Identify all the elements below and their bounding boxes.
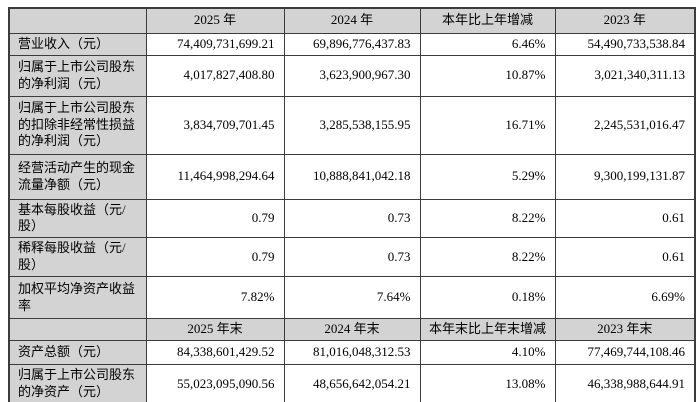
metric-label: 加权平均净资产收益率	[8, 276, 147, 320]
table-row-net-profit-excl-nonrecurring: 归属于上市公司股东的扣除非经常性损益的净利润（元） 3,834,709,701.…	[8, 95, 696, 155]
value-2024: 0.73	[283, 237, 421, 278]
value-2025: 11,464,998,294.64	[145, 153, 285, 200]
value-change: 0.18%	[419, 276, 556, 320]
value-2024: 81,016,048,312.53	[283, 340, 421, 366]
section-current-year: 2025 年 2024 年 本年比上年增减 2023 年 营业收入（元） 74,…	[8, 7, 696, 320]
value-change: 13.08%	[419, 364, 556, 402]
value-2024: 0.73	[283, 198, 421, 239]
value-2025: 55,023,095,090.56	[145, 364, 285, 402]
col-header-2023-end: 2023 年末	[554, 318, 696, 342]
table-row-net-profit: 归属于上市公司股东的净利润（元） 4,017,827,408.80 3,623,…	[8, 54, 696, 97]
value-2023: 9,300,199,131.87	[554, 153, 696, 200]
table-row-net-assets: 归属于上市公司股东的净资产（元） 55,023,095,090.56 48,65…	[8, 364, 696, 402]
value-change: 4.10%	[419, 340, 556, 366]
metric-label: 归属于上市公司股东的扣除非经常性损益的净利润（元）	[8, 95, 147, 155]
value-change: 8.22%	[419, 198, 556, 239]
col-header-2024-end: 2024 年末	[283, 318, 421, 342]
value-change: 8.22%	[419, 237, 556, 278]
value-2023: 6.69%	[554, 276, 696, 320]
header-row-current: 2025 年 2024 年 本年比上年增减 2023 年	[8, 7, 696, 34]
col-header-2025: 2025 年	[145, 7, 285, 34]
metric-label: 稀释每股收益（元/股）	[8, 237, 147, 278]
header-row-year-end: 2025 年末 2024 年末 本年末比上年末增减 2023 年末	[8, 318, 696, 342]
value-2023: 46,338,988,644.91	[554, 364, 696, 402]
value-2025: 0.79	[145, 237, 285, 278]
value-2024: 48,656,642,054.21	[283, 364, 421, 402]
value-2023: 3,021,340,311.13	[554, 54, 696, 97]
header-corner-cell	[8, 318, 147, 342]
value-2024: 69,896,776,437.83	[283, 32, 421, 56]
metric-label: 资产总额（元）	[8, 340, 147, 366]
table-row-total-assets: 资产总额（元） 84,338,601,429.52 81,016,048,312…	[8, 340, 696, 366]
header-corner-cell	[8, 7, 147, 34]
value-2024: 3,623,900,967.30	[283, 54, 421, 97]
metric-label: 基本每股收益（元/股）	[8, 198, 147, 239]
section-year-end: 2025 年末 2024 年末 本年末比上年末增减 2023 年末 资产总额（元…	[8, 318, 696, 402]
value-2025: 0.79	[145, 198, 285, 239]
table-row-operating-cash-flow: 经营活动产生的现金流量净额（元） 11,464,998,294.64 10,88…	[8, 153, 696, 200]
col-header-2023: 2023 年	[554, 7, 696, 34]
metric-label: 归属于上市公司股东的净利润（元）	[8, 54, 147, 97]
value-2023: 54,490,733,538.84	[554, 32, 696, 56]
value-2023: 2,245,531,016.47	[554, 95, 696, 155]
value-2025: 7.82%	[145, 276, 285, 320]
value-2024: 7.64%	[283, 276, 421, 320]
value-2023: 0.61	[554, 198, 696, 239]
table-row-revenue: 营业收入（元） 74,409,731,699.21 69,896,776,437…	[8, 32, 696, 56]
metric-label: 归属于上市公司股东的净资产（元）	[8, 364, 147, 402]
value-2024: 10,888,841,042.18	[283, 153, 421, 200]
value-2025: 84,338,601,429.52	[145, 340, 285, 366]
value-change: 5.29%	[419, 153, 556, 200]
value-2023: 77,469,744,108.46	[554, 340, 696, 366]
col-header-change: 本年比上年增减	[419, 7, 556, 34]
table-row-weighted-avg-roe: 加权平均净资产收益率 7.82% 7.64% 0.18% 6.69%	[8, 276, 696, 320]
metric-label: 经营活动产生的现金流量净额（元）	[8, 153, 147, 200]
col-header-2024: 2024 年	[283, 7, 421, 34]
value-change: 16.71%	[419, 95, 556, 155]
col-header-change-end: 本年末比上年末增减	[419, 318, 556, 342]
table-row-diluted-eps: 稀释每股收益（元/股） 0.79 0.73 8.22% 0.61	[8, 237, 696, 278]
value-change: 6.46%	[419, 32, 556, 56]
table-row-basic-eps: 基本每股收益（元/股） 0.79 0.73 8.22% 0.61	[8, 198, 696, 239]
value-2024: 3,285,538,155.95	[283, 95, 421, 155]
value-2025: 74,409,731,699.21	[145, 32, 285, 56]
metric-label: 营业收入（元）	[8, 32, 147, 56]
value-2025: 3,834,709,701.45	[145, 95, 285, 155]
value-change: 10.87%	[419, 54, 556, 97]
col-header-2025-end: 2025 年末	[145, 318, 285, 342]
financial-summary-table: 2025 年 2024 年 本年比上年增减 2023 年 营业收入（元） 74,…	[8, 7, 696, 402]
value-2023: 0.61	[554, 237, 696, 278]
value-2025: 4,017,827,408.80	[145, 54, 285, 97]
